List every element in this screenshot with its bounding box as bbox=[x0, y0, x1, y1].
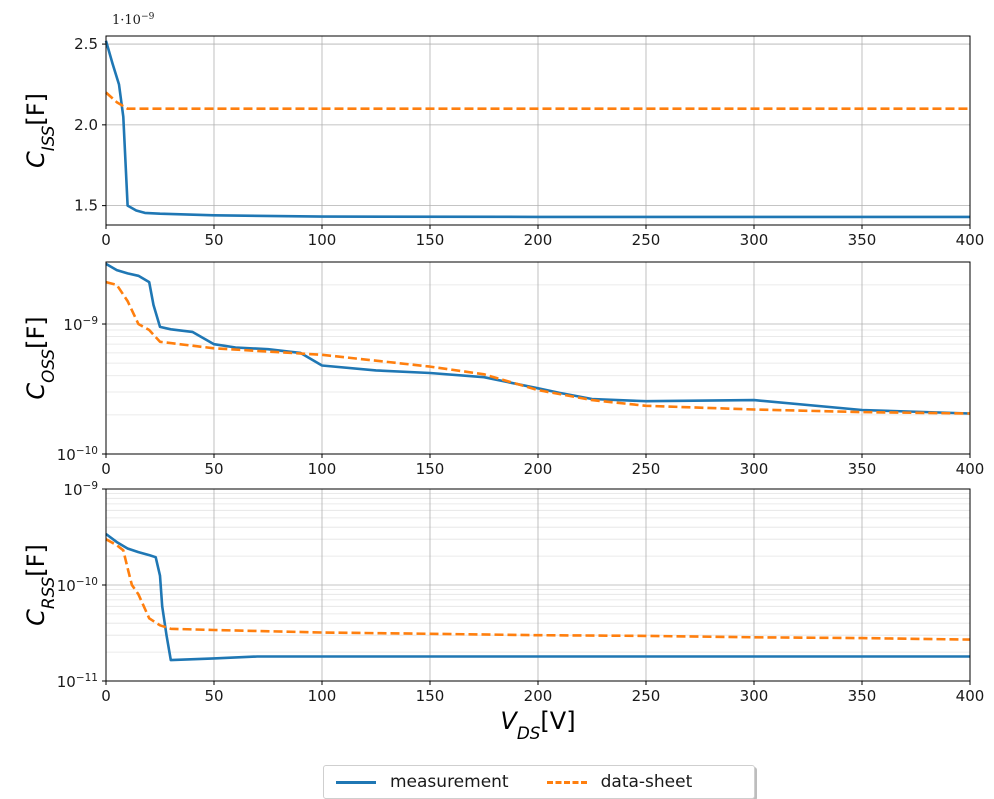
series-data-sheet bbox=[105, 91, 970, 110]
series-measurement bbox=[105, 262, 971, 415]
x-tick-label: 300 bbox=[740, 460, 769, 478]
series-data-sheet bbox=[105, 280, 971, 415]
y-tick-label: 1.5 bbox=[74, 197, 98, 215]
y-tick-label: 2.0 bbox=[74, 116, 98, 134]
panel-2: 0 50 100 150 200 250 300 350 400 10−10 10−9 COSS[F] bbox=[22, 261, 985, 478]
x-tick-label: 400 bbox=[956, 687, 985, 705]
legend-line-data-sheet-icon bbox=[546, 780, 587, 784]
x-tick-label: 200 bbox=[524, 687, 553, 705]
x-tick-label: 400 bbox=[956, 231, 985, 249]
series-measurement bbox=[104, 40, 970, 219]
x-tick-label: 350 bbox=[848, 460, 877, 478]
x-tick-label: 0 bbox=[101, 687, 111, 705]
x-tick-label: 250 bbox=[632, 460, 661, 478]
x-tick-label: 200 bbox=[524, 460, 553, 478]
legend-label-data-sheet: data-sheet bbox=[600, 772, 693, 792]
x-tick-label: 150 bbox=[416, 231, 445, 249]
y-tick-label: 10−10 bbox=[57, 576, 98, 595]
x-tick-label: 100 bbox=[308, 460, 337, 478]
legend-label-measurement: measurement bbox=[390, 772, 509, 792]
y-axis-label: CISS[F] bbox=[22, 93, 58, 168]
y-axis-label: COSS[F] bbox=[22, 316, 58, 399]
legend-line-measurement-icon bbox=[336, 780, 376, 784]
y-tick-label: 10−9 bbox=[63, 480, 98, 499]
x-tick-label: 50 bbox=[204, 460, 223, 478]
x-tick-label: 350 bbox=[848, 687, 877, 705]
x-tick-label: 300 bbox=[740, 231, 769, 249]
x-tick-label: 50 bbox=[204, 687, 223, 705]
legend: measurement data-sheet bbox=[323, 765, 755, 799]
panel-3: 0 50 100 150 200 250 300 350 400 10−11 10−10 10−9 CR… bbox=[22, 480, 984, 743]
x-axis-label: VDS[V] bbox=[500, 707, 575, 743]
series-measurement bbox=[105, 532, 970, 662]
series-data-sheet bbox=[105, 538, 971, 641]
x-tick-label: 300 bbox=[740, 687, 769, 705]
x-tick-label: 0 bbox=[101, 460, 111, 478]
x-tick-label: 150 bbox=[416, 460, 445, 478]
y-tick-label: 10−10 bbox=[57, 445, 98, 464]
panel-1: 0 50 100 150 200 250 300 350 400 1.5 2.0 2.5 1·10−9 C… bbox=[22, 12, 984, 249]
y-offset-text: 1·10−9 bbox=[112, 12, 155, 28]
x-tick-label: 100 bbox=[308, 687, 337, 705]
y-tick-label: 10−9 bbox=[63, 315, 98, 334]
y-axis-label: CRSS[F] bbox=[22, 544, 58, 626]
x-tick-label: 250 bbox=[632, 231, 661, 249]
x-tick-label: 0 bbox=[101, 231, 111, 249]
x-tick-label: 250 bbox=[632, 687, 661, 705]
x-tick-label: 100 bbox=[308, 231, 337, 249]
legend-entry-data-sheet: data-sheet bbox=[546, 772, 693, 792]
x-tick-label: 400 bbox=[956, 460, 985, 478]
y-tick-label: 2.5 bbox=[74, 35, 98, 53]
legend-entry-measurement: measurement bbox=[336, 772, 509, 792]
y-tick-label: 10−11 bbox=[57, 672, 98, 691]
x-tick-label: 50 bbox=[204, 231, 223, 249]
x-tick-label: 200 bbox=[524, 231, 553, 249]
x-tick-label: 150 bbox=[416, 687, 445, 705]
x-tick-label: 350 bbox=[848, 231, 877, 249]
